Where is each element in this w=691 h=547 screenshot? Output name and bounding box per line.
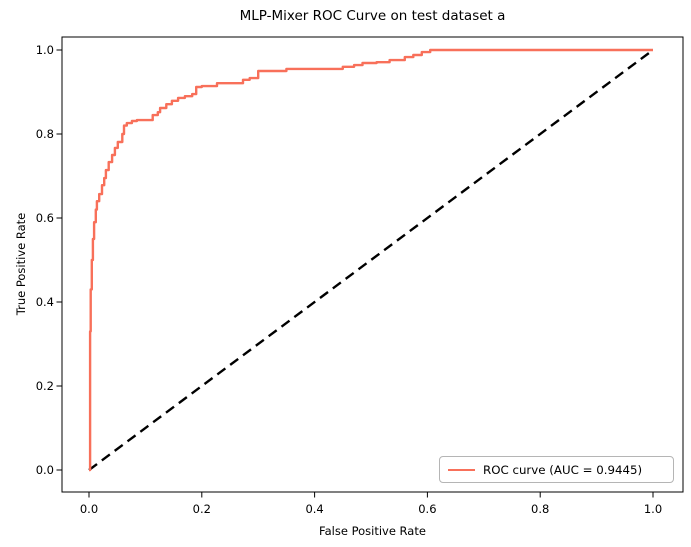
x-tick-label: 0.8: [531, 502, 550, 516]
y-tick-label: 0.8: [35, 127, 54, 141]
legend: ROC curve (AUC = 0.9445): [439, 456, 674, 483]
legend-line-sample: [448, 468, 475, 471]
y-tick-label: 1.0: [35, 43, 54, 57]
chance-diagonal-line: [88, 49, 654, 471]
legend-label: ROC curve (AUC = 0.9445): [483, 462, 643, 477]
x-tick-label: 1.0: [643, 502, 663, 516]
roc-curve-line: [88, 48, 653, 472]
y-tick-label: 0.2: [35, 379, 54, 393]
axes-frame: [61, 36, 684, 493]
axis-tick-marks: [56, 49, 654, 498]
x-tick-label: 0.0: [79, 502, 99, 516]
y-tick-label: 0.4: [35, 295, 54, 309]
x-tick-label: 0.4: [305, 502, 324, 516]
x-tick-label: 0.2: [192, 502, 211, 516]
x-axis-label: False Positive Rate: [319, 524, 426, 538]
y-tick-label: 0.6: [35, 211, 54, 225]
x-tick-label: 0.6: [418, 502, 437, 516]
y-tick-label: 0.0: [35, 463, 54, 477]
chart-title: MLP-Mixer ROC Curve on test dataset a: [239, 8, 506, 24]
